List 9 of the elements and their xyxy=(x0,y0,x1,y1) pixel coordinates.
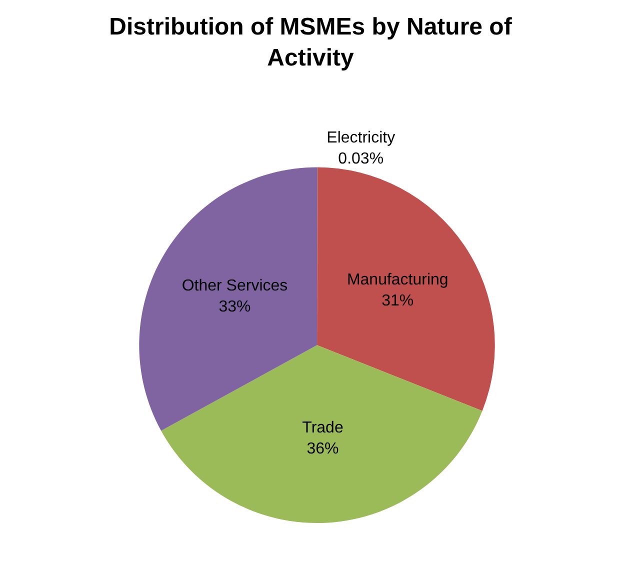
slice-label: Manufacturing xyxy=(346,272,448,289)
data-label: 31% xyxy=(382,292,414,310)
slice-label: Trade xyxy=(302,419,344,436)
data-label: 36% xyxy=(306,440,339,458)
slice-label: Other Services xyxy=(182,278,288,295)
slice-label: Electricity xyxy=(326,130,396,147)
data-label: 33% xyxy=(218,298,251,316)
chart-title: Distribution of MSMEs by Nature of Activity xyxy=(109,13,513,72)
data-label: 0.03% xyxy=(338,150,384,168)
